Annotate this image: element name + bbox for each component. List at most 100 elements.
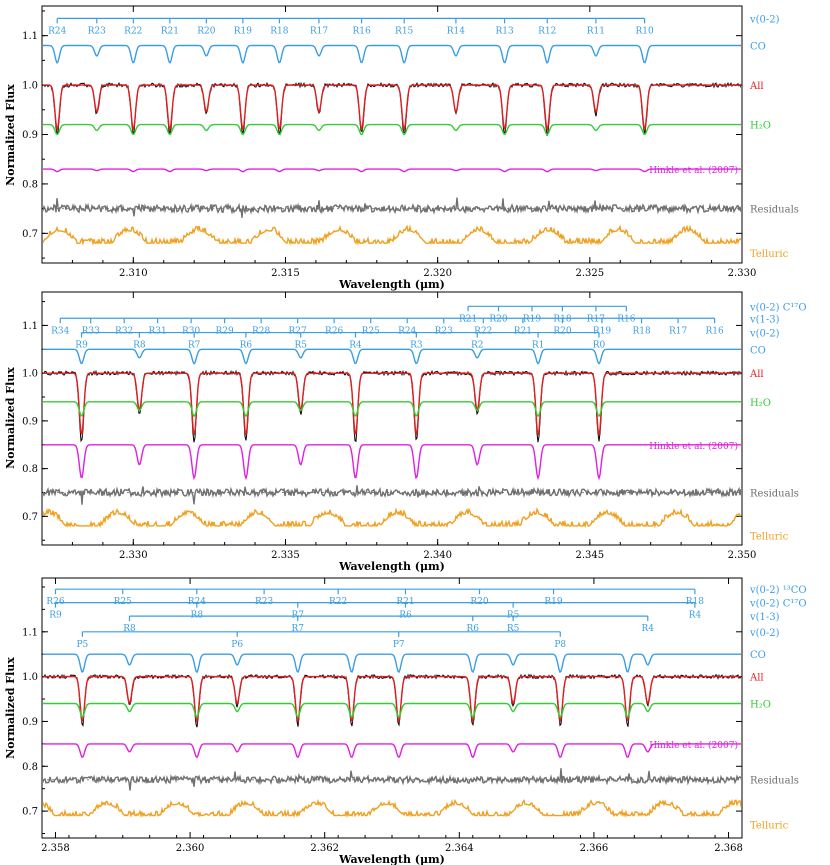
ladder-line-label: R0 <box>593 341 606 351</box>
series-h2o <box>42 125 742 135</box>
x-tick-label: 2.325 <box>576 268 605 279</box>
series-all <box>42 677 742 722</box>
series-label-hinkle: Hinkle et al. (2007) <box>649 740 738 751</box>
ladder-label: v(0-2) C¹⁷O <box>749 302 807 313</box>
y-tick-label: 1.0 <box>22 369 38 380</box>
x-tick-label: 2.360 <box>176 843 205 854</box>
ladder-line-label: R4 <box>349 341 362 351</box>
series-label-residuals: Residuals <box>750 205 799 216</box>
series-label-all: All <box>749 673 764 684</box>
ladder-line-label: R34 <box>51 326 70 336</box>
series-observed <box>42 675 742 727</box>
y-tick-label: 0.8 <box>22 179 38 190</box>
series-residuals <box>42 198 742 218</box>
y-tick-label: 1.0 <box>22 672 38 683</box>
y-tick-label: 0.9 <box>22 717 38 728</box>
ladder-line-label: P6 <box>231 640 243 650</box>
ladder-line-label: R9 <box>49 611 62 621</box>
series-label-co: CO <box>750 345 766 356</box>
series-hinkle <box>42 744 742 757</box>
panel-2: 2.330 2.335 2.340 2.345 2.3500.70.80.91.01.1… <box>4 292 807 573</box>
ladder-line-label: R20 <box>553 326 572 336</box>
ladder-line-label: R31 <box>149 326 167 336</box>
ladder-line-label: R19 <box>234 26 253 36</box>
ladder-line-label: R22 <box>124 26 142 36</box>
plot-frame <box>42 6 742 263</box>
ladder-label: v(0-2) <box>749 14 780 25</box>
series-label-hinkle: Hinkle et al. (2007) <box>649 441 738 452</box>
x-tick-label: 2.366 <box>580 843 609 854</box>
series-label-residuals: Residuals <box>750 776 799 787</box>
ladder-line-label: R24 <box>48 26 67 36</box>
series-label-telluric: Telluric <box>750 821 789 832</box>
ladder-label: v(0-2) C¹⁷O <box>749 599 807 610</box>
series-all <box>42 85 742 129</box>
ladder-line-label: R4 <box>642 624 655 634</box>
ladder-line-label: P7 <box>393 640 405 650</box>
series-label-co: CO <box>750 650 766 661</box>
ladder-line-label: R24 <box>398 326 417 336</box>
plot-area <box>42 349 742 526</box>
series-co <box>42 349 742 363</box>
ladder-line-label: R12 <box>538 26 556 36</box>
ladder-line-label: R14 <box>447 26 466 36</box>
series-telluric <box>42 509 742 526</box>
series-label-telluric: Telluric <box>750 531 789 542</box>
x-axis-label: Wavelength (μm) <box>338 278 445 291</box>
x-tick-label: 2.315 <box>271 268 300 279</box>
y-tick-label: 1.1 <box>22 31 38 42</box>
panel-3: 2.358 2.360 2.362 2.364 2.366 2.368 0.7 0.8 0.9 1… <box>4 578 807 865</box>
ladder-line-label: R21 <box>161 26 179 36</box>
ladder-line-label: R15 <box>395 26 414 36</box>
series-label-co: CO <box>750 42 766 53</box>
y-tick-label: 0.8 <box>22 464 38 475</box>
ladder-line-label: R8 <box>123 624 136 634</box>
y-tick-label: 0.7 <box>22 512 38 523</box>
ladder-line-label: R6 <box>240 341 253 351</box>
series-label-all: All <box>749 81 764 92</box>
ladder-line-label: R19 <box>593 326 612 336</box>
panel-1: 2.310 2.315 2.320 2.325 2.330 0.7 0.8 0.9 1.0 1.1… <box>4 6 799 291</box>
ladder-line-label: R20 <box>197 26 216 36</box>
x-tick-label: 2.364 <box>445 843 474 854</box>
ladder-line-label: R16 <box>705 326 724 336</box>
ladder-label: v(0-2) <box>749 329 780 340</box>
x-axis-label: Wavelength (μm) <box>338 560 445 573</box>
series-telluric <box>42 800 742 815</box>
ladder-line-label: R6 <box>467 624 480 634</box>
series-label-all: All <box>749 369 764 380</box>
ladder-line-label: R7 <box>188 341 201 351</box>
ladder-label: v(0-2) <box>749 628 780 639</box>
ladder-line-label: R8 <box>133 341 146 351</box>
series-label-hinkle: Hinkle et al. (2007) <box>649 165 738 176</box>
series-co <box>42 654 742 672</box>
ladder-line-label: R16 <box>617 314 636 324</box>
x-tick-label: 2.335 <box>271 550 300 561</box>
ladder-line-label: R29 <box>215 326 234 336</box>
ladder-line-label: R28 <box>252 326 271 336</box>
y-tick-label: 0.7 <box>22 807 38 818</box>
ladder-line-label: R18 <box>270 26 289 36</box>
ladder-line-label: R23 <box>88 26 107 36</box>
ladder-line-label: R10 <box>635 26 654 36</box>
series-h2o <box>42 402 742 416</box>
x-axis-label: Wavelength (μm) <box>338 853 445 865</box>
series-co <box>42 46 742 63</box>
series-label-h2o: H₂O <box>750 398 771 409</box>
series-hinkle <box>42 169 742 172</box>
ladder-line-label: R19 <box>523 314 542 324</box>
ladder-line-label: R4 <box>689 611 702 621</box>
series-residuals <box>42 485 742 504</box>
ladder-line-label: R1 <box>532 341 545 351</box>
ladder-line-label: R21 <box>459 314 477 324</box>
ladder-label: v(1-3) <box>749 612 780 623</box>
series-hinkle <box>42 445 742 478</box>
series-label-residuals: Residuals <box>750 488 799 499</box>
ladder-line-label: P8 <box>554 640 566 650</box>
series-label-h2o: H₂O <box>750 121 771 132</box>
ladder-line-label: R16 <box>352 26 371 36</box>
y-tick-label: 0.9 <box>22 130 38 141</box>
ladder-line-label: R33 <box>82 326 101 336</box>
ladder-line-label: R5 <box>507 624 520 634</box>
x-tick-label: 2.310 <box>119 268 148 279</box>
